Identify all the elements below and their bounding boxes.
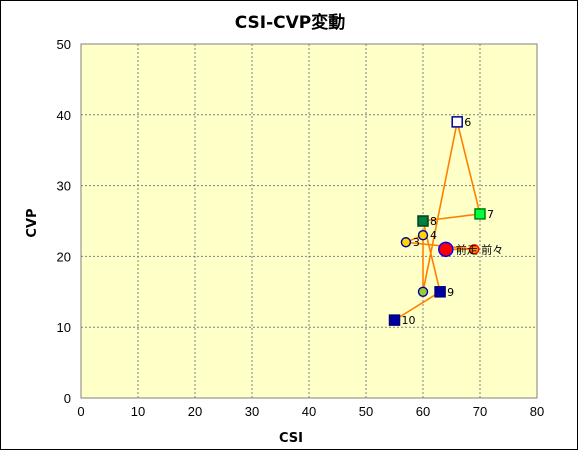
y-tick-label: 20	[57, 249, 71, 264]
data-point-square	[451, 116, 463, 128]
point-label: 前々	[481, 242, 503, 256]
y-tick-label: 0	[64, 391, 71, 406]
point-label: 前走	[456, 242, 478, 256]
y-tick-label: 10	[57, 320, 71, 335]
x-tick-label: 30	[245, 404, 259, 419]
y-tick-label: 30	[57, 179, 71, 194]
plot-border	[80, 43, 538, 399]
x-tick-label: 70	[473, 404, 487, 419]
data-point-circle-large	[438, 241, 454, 258]
data-point-circle	[417, 286, 429, 297]
x-tick-label: 60	[416, 404, 430, 419]
point-label: 6	[464, 116, 471, 129]
x-tick-label: 0	[77, 404, 84, 419]
x-tick-label: 80	[530, 404, 544, 419]
x-tick-label: 40	[302, 404, 316, 419]
x-tick-label: 50	[359, 404, 373, 419]
point-label: 3	[413, 236, 420, 249]
point-label: 7	[487, 208, 494, 221]
point-label: 10	[402, 314, 416, 327]
point-label: 8	[430, 215, 437, 228]
point-label: 4	[430, 229, 437, 242]
data-point-circle	[417, 229, 429, 241]
data-point-circle	[469, 244, 480, 255]
x-tick-label: 10	[131, 404, 145, 419]
chart-title: CSI-CVP変動	[235, 12, 346, 33]
data-point-circle	[400, 237, 412, 248]
data-point-square	[388, 314, 401, 326]
y-tick-label: 50	[57, 37, 71, 52]
data-point-square	[434, 286, 446, 298]
point-label: 9	[447, 286, 454, 299]
y-axis-title: CVP	[25, 208, 40, 237]
y-tick-label: 40	[57, 108, 71, 123]
x-tick-label: 20	[188, 404, 202, 419]
data-point-square	[474, 208, 486, 220]
data-point-square	[417, 215, 429, 227]
x-axis-title: CSI	[279, 431, 303, 446]
